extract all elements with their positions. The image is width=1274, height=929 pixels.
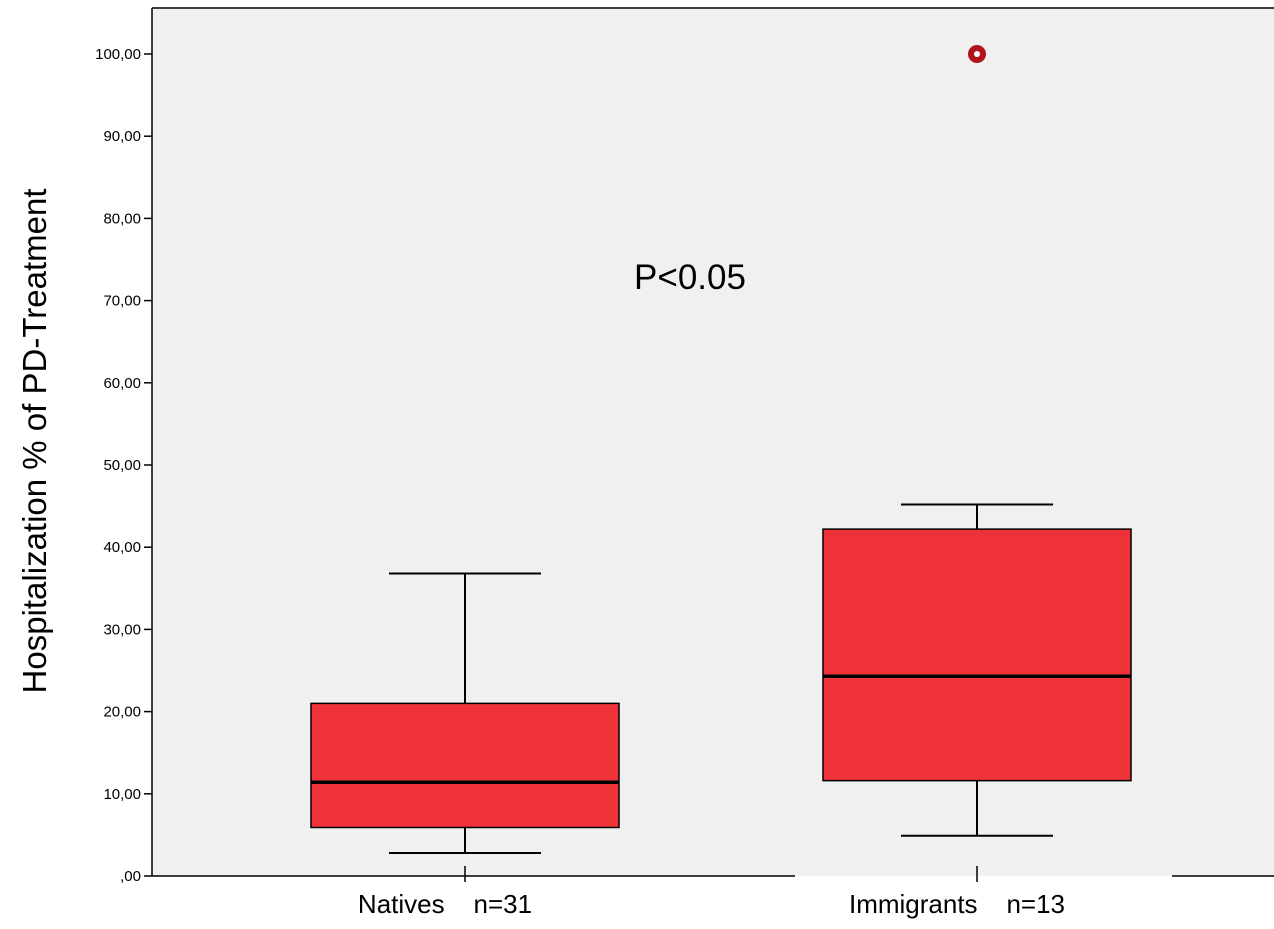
y-tick-label: 40,00 xyxy=(103,539,141,556)
y-tick-label: 90,00 xyxy=(103,128,141,145)
significance-annotation: P<0.05 xyxy=(634,258,746,297)
y-axis: ,00 10,00 20,00 30,00 40,00 50,00 60,00 70,00 80… xyxy=(95,46,152,885)
y-tick-label: 100,00 xyxy=(95,46,141,63)
outlier-point-center xyxy=(974,51,980,57)
y-tick-label: 70,00 xyxy=(103,293,141,310)
y-tick-label: ,00 xyxy=(120,868,141,885)
y-tick-label: 50,00 xyxy=(103,457,141,474)
box-group: Natives n=31 xyxy=(310,572,620,919)
y-axis-title: Hospitalization % of PD-Treatment xyxy=(16,189,53,694)
box-group: Immigrants n=13 xyxy=(822,45,1132,919)
box-series: Natives n=31 Immigrants n=13 xyxy=(310,45,1132,919)
y-tick-label: 80,00 xyxy=(103,210,141,227)
y-tick-label: 20,00 xyxy=(103,704,141,721)
y-tick-label: 60,00 xyxy=(103,375,141,392)
x-category-label: Immigrants n=13 xyxy=(849,889,1065,919)
iqr-box xyxy=(822,528,1132,782)
iqr-box xyxy=(310,702,620,829)
x-category-label: Natives n=31 xyxy=(358,889,532,919)
y-tick-label: 30,00 xyxy=(103,621,141,638)
y-tick-label: 10,00 xyxy=(103,786,141,803)
